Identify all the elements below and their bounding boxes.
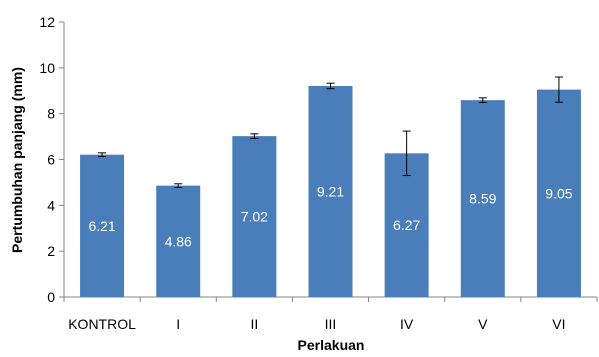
x-tick-label: IV xyxy=(400,316,414,332)
bar-kontrol xyxy=(80,154,125,297)
x-tick-label: III xyxy=(325,316,337,332)
data-label: 8.59 xyxy=(469,191,496,207)
y-tick-label: 0 xyxy=(47,289,55,305)
y-tick-label: 12 xyxy=(39,14,55,30)
bar-ii xyxy=(232,136,277,297)
bar-vi xyxy=(536,89,581,298)
data-label: 9.05 xyxy=(545,185,572,201)
x-tick-label: V xyxy=(478,316,488,332)
y-axis-title: Pertumbuhan panjang (mm) xyxy=(9,67,25,253)
data-label: 4.86 xyxy=(165,233,192,249)
x-tick-label: VI xyxy=(552,316,565,332)
x-axis-title: Perlakuan xyxy=(298,337,365,353)
y-tick-label: 2 xyxy=(47,243,55,259)
data-label: 6.27 xyxy=(393,217,420,233)
bar-iii xyxy=(308,85,353,297)
plot-area: 0 2 4 6 8 10 12 6.21 KONTROL 4.86 I 7.02 II 9.21 III 6.… xyxy=(39,14,598,332)
data-label: 9.21 xyxy=(317,183,344,199)
x-tick-label: I xyxy=(176,316,180,332)
y-tick-label: 6 xyxy=(47,152,55,168)
y-tick-label: 8 xyxy=(47,106,55,122)
y-tick-label: 10 xyxy=(39,60,55,76)
x-tick-label: KONTROL xyxy=(68,316,136,332)
bar-i xyxy=(156,185,201,297)
bar-v xyxy=(460,100,505,297)
data-label: 6.21 xyxy=(88,218,115,234)
data-label: 7.02 xyxy=(241,209,268,225)
x-tick-label: II xyxy=(250,316,258,332)
y-tick-label: 4 xyxy=(47,197,55,213)
bar-iv xyxy=(384,153,429,297)
